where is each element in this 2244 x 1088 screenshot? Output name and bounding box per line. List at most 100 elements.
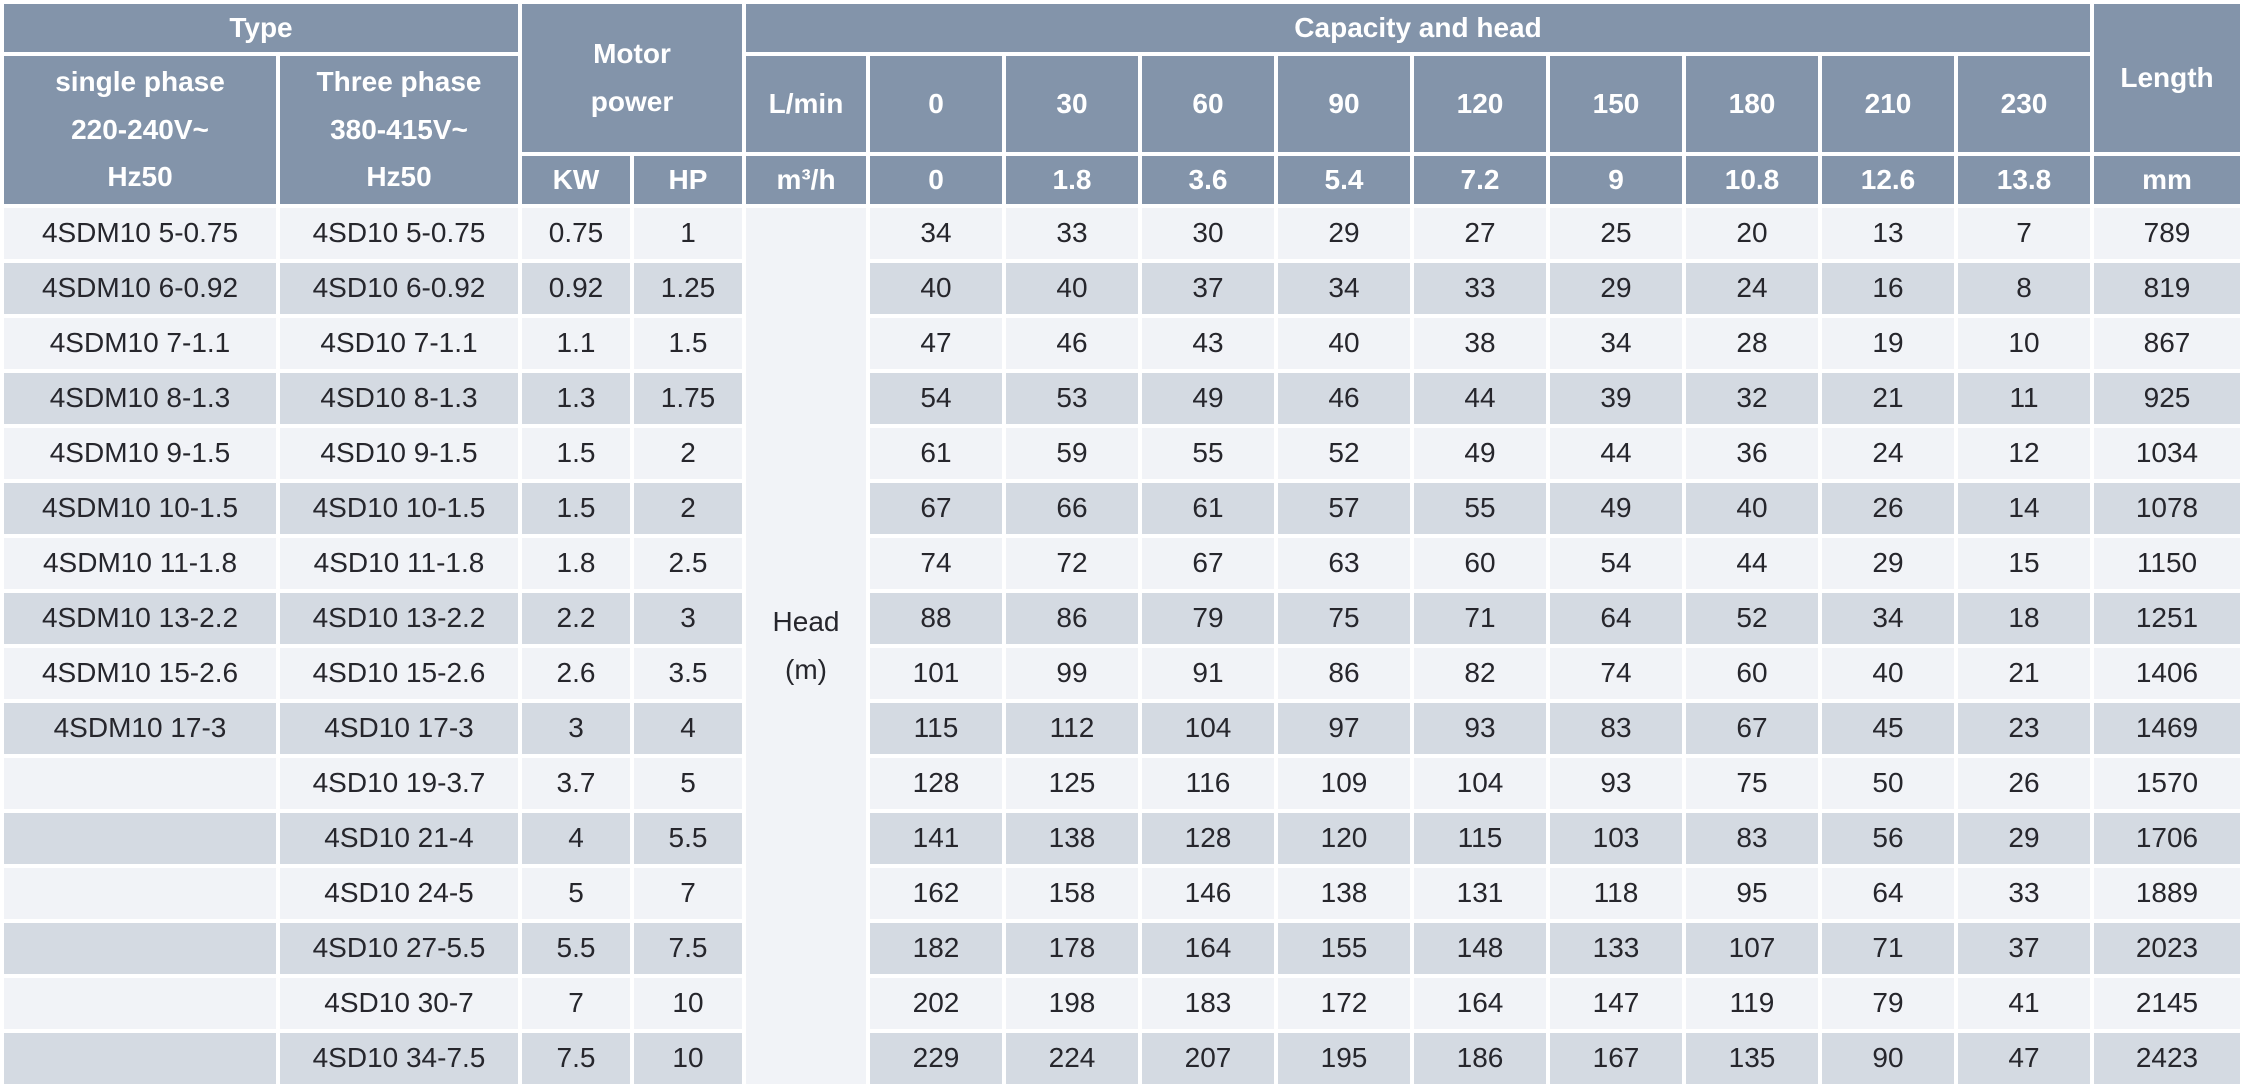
head-value-cell: 116 [1138, 753, 1278, 813]
kw-cell: 5.5 [518, 918, 634, 978]
m3h-value: 3.6 [1138, 151, 1278, 208]
head-value-cell: 83 [1682, 808, 1822, 868]
head-value-cell: 120 [1274, 808, 1414, 868]
head-value-cell: 97 [1274, 698, 1414, 758]
head-value-cell: 14 [1954, 478, 2094, 538]
head-value-cell: 29 [1818, 533, 1958, 593]
lmin-value: 210 [1818, 51, 1958, 156]
head-value-cell: 10 [1954, 313, 2094, 373]
lmin-value: 90 [1274, 51, 1414, 156]
kw-cell: 7 [518, 973, 634, 1033]
head-value-cell: 107 [1682, 918, 1822, 978]
single-phase-type-cell [0, 808, 280, 868]
m3h-value: 1.8 [1002, 151, 1142, 208]
lmin-value: 230 [1954, 51, 2094, 156]
lmin-value: 120 [1410, 51, 1550, 156]
head-value-cell: 64 [1546, 588, 1686, 648]
lmin-value: 60 [1138, 51, 1278, 156]
table-row: 4SD10 21-4 4 5.5 141 138 128 120 115 103… [0, 808, 2244, 868]
head-value-cell: 43 [1138, 313, 1278, 373]
single-phase-type-cell [0, 918, 280, 978]
head-value-cell: 44 [1682, 533, 1822, 593]
head-value-cell: 64 [1818, 863, 1958, 923]
head-value-cell: 164 [1138, 918, 1278, 978]
m3h-value: 7.2 [1410, 151, 1550, 208]
head-value-cell: 75 [1682, 753, 1822, 813]
head-value-cell: 131 [1410, 863, 1550, 923]
lmin-value: 30 [1002, 51, 1142, 156]
head-value-cell: 72 [1002, 533, 1142, 593]
head-value-cell: 33 [1954, 863, 2094, 923]
head-value-cell: 28 [1682, 313, 1822, 373]
head-value-cell: 24 [1818, 423, 1958, 483]
three-phase-type-cell: 4SD10 6-0.92 [276, 258, 522, 318]
table-row: 4SDM10 9-1.5 4SD10 9-1.5 1.5 2 61 59 55 … [0, 423, 2244, 483]
table-row: 4SD10 34-7.5 7.5 10 229 224 207 195 186 … [0, 1028, 2244, 1088]
head-value-cell: 40 [1682, 478, 1822, 538]
table-row: 4SDM10 6-0.92 4SD10 6-0.92 0.92 1.25 40 … [0, 258, 2244, 318]
head-value-cell: 8 [1954, 258, 2094, 318]
single-phase-type-cell [0, 753, 280, 813]
hp-cell: 7 [630, 863, 746, 923]
head-value-cell: 115 [1410, 808, 1550, 868]
head-value-cell: 202 [866, 973, 1006, 1033]
kw-cell: 7.5 [518, 1028, 634, 1088]
length-cell: 1406 [2090, 643, 2244, 703]
head-value-cell: 178 [1002, 918, 1142, 978]
head-value-cell: 40 [1818, 643, 1958, 703]
single-phase-type-cell: 4SDM10 7-1.1 [0, 313, 280, 373]
kw-cell: 0.75 [518, 203, 634, 263]
head-value-cell: 47 [1954, 1028, 2094, 1088]
head-value-cell: 37 [1954, 918, 2094, 978]
single-phase-type-cell [0, 863, 280, 923]
head-value-cell: 26 [1818, 478, 1958, 538]
head-value-cell: 18 [1954, 588, 2094, 648]
head-value-cell: 182 [866, 918, 1006, 978]
head-value-cell: 67 [1682, 698, 1822, 758]
head-value-cell: 24 [1682, 258, 1822, 318]
length-cell: 867 [2090, 313, 2244, 373]
head-value-cell: 71 [1818, 918, 1958, 978]
head-value-cell: 93 [1410, 698, 1550, 758]
hp-cell: 1.75 [630, 368, 746, 428]
kw-cell: 1.3 [518, 368, 634, 428]
single-phase-header: single phase 220-240V~ Hz50 [0, 51, 280, 208]
head-value-cell: 118 [1546, 863, 1686, 923]
three-phase-header: Three phase 380-415V~ Hz50 [276, 51, 522, 208]
head-value-cell: 74 [866, 533, 1006, 593]
head-unit-line: Head [772, 606, 840, 637]
length-cell: 2423 [2090, 1028, 2244, 1088]
head-value-cell: 141 [866, 808, 1006, 868]
head-value-cell: 66 [1002, 478, 1142, 538]
head-value-cell: 79 [1138, 588, 1278, 648]
head-value-cell: 29 [1546, 258, 1686, 318]
length-cell: 819 [2090, 258, 2244, 318]
head-value-cell: 39 [1546, 368, 1686, 428]
hp-cell: 2 [630, 478, 746, 538]
table-row: 4SDM10 7-1.1 4SD10 7-1.1 1.1 1.5 47 46 4… [0, 313, 2244, 373]
head-value-cell: 29 [1954, 808, 2094, 868]
length-header: Length [2090, 0, 2244, 156]
head-value-cell: 16 [1818, 258, 1958, 318]
head-value-cell: 83 [1546, 698, 1686, 758]
capacity-head-header: Capacity and head [742, 0, 2094, 56]
head-value-cell: 91 [1138, 643, 1278, 703]
table-row: 4SDM10 8-1.3 4SD10 8-1.3 1.3 1.75 54 53 … [0, 368, 2244, 428]
hp-cell: 10 [630, 973, 746, 1033]
hp-header: HP [630, 151, 746, 208]
table-row: 4SD10 27-5.5 5.5 7.5 182 178 164 155 148… [0, 918, 2244, 978]
head-value-cell: 115 [866, 698, 1006, 758]
head-value-cell: 40 [866, 258, 1006, 318]
motor-power-line: Motor [593, 38, 671, 70]
single-phase-type-cell [0, 973, 280, 1033]
kw-cell: 2.6 [518, 643, 634, 703]
head-value-cell: 186 [1410, 1028, 1550, 1088]
m3h-value: 5.4 [1274, 151, 1414, 208]
head-value-cell: 46 [1274, 368, 1414, 428]
single-phase-type-cell [0, 1028, 280, 1088]
head-value-cell: 162 [866, 863, 1006, 923]
kw-header: KW [518, 151, 634, 208]
flow-lmin-label: L/min [742, 51, 870, 156]
head-value-cell: 30 [1138, 203, 1278, 263]
head-value-cell: 40 [1002, 258, 1142, 318]
